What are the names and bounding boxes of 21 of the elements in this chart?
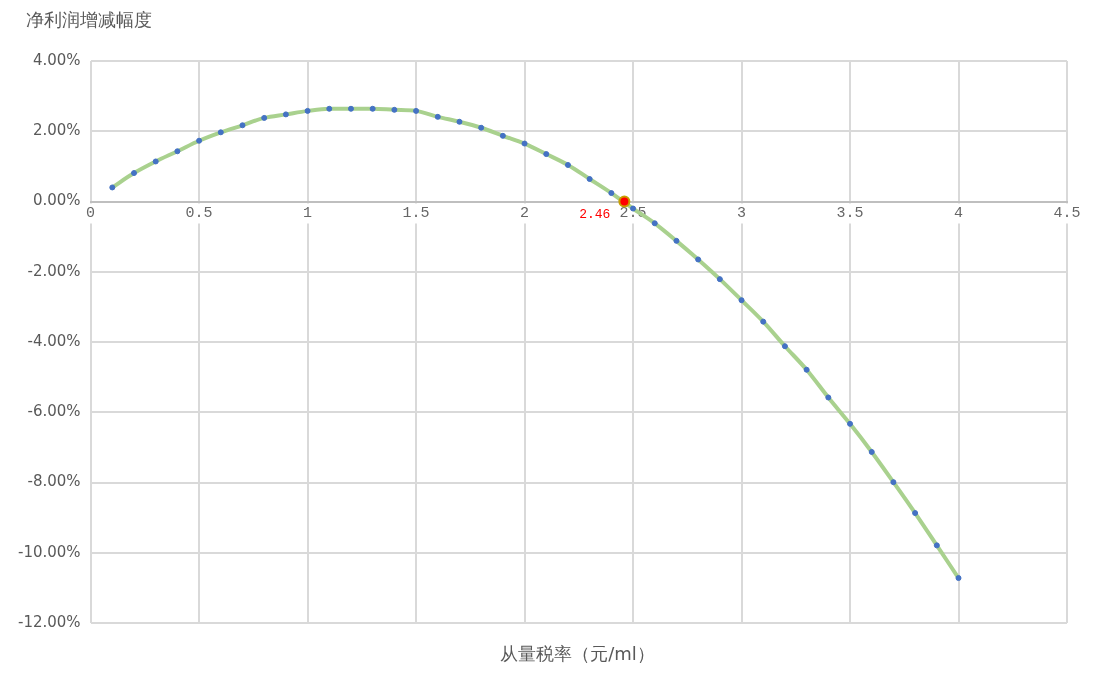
y-tick-label: 0.00% [32, 191, 81, 210]
x-tick-label: 1.5 [402, 205, 430, 223]
annotation: 2.46 [579, 207, 611, 223]
x-tick-label: 0.5 [185, 205, 213, 223]
x-tick-label: 4.5 [1053, 205, 1081, 223]
y-tick-label: -8.00% [27, 472, 81, 491]
y-tick-label: 2.00% [32, 121, 81, 140]
x-axis-title: 从量税率（元/ml） [499, 642, 656, 666]
x-tick-label: 3.5 [836, 205, 864, 223]
x-tick-label: 3 [737, 205, 747, 223]
y-tick-label: 4.00% [32, 50, 81, 69]
y-tick-label: -2.00% [27, 261, 81, 280]
y-tick-label: -4.00% [27, 331, 81, 350]
x-tick-label: 2 [520, 205, 530, 223]
x-tick-label: 4 [954, 205, 964, 223]
y-tick-label: -12.00% [18, 612, 81, 631]
x-tick-label: 0 [86, 205, 96, 223]
y-tick-label: -10.00% [18, 542, 81, 561]
y-axis-title: 净利润增减幅度 [25, 8, 153, 32]
y-tick-label: -6.00% [27, 402, 81, 421]
x-tick-label: 1 [303, 205, 313, 223]
